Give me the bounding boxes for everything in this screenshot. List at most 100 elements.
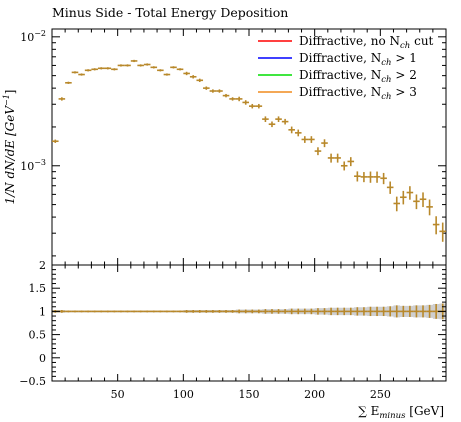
ratio-point [242, 309, 249, 314]
data-point [347, 157, 355, 167]
ratio-point [249, 309, 256, 314]
data-point [104, 67, 112, 70]
data-point [130, 59, 138, 63]
ratio-point [196, 310, 204, 313]
data-point [58, 97, 66, 101]
ratio-xtick-label: 150 [239, 388, 260, 401]
data-point [196, 78, 204, 83]
x-axis-label: ∑ Eminus [GeV] [358, 404, 444, 421]
ratio-point [130, 310, 138, 313]
legend-entry: Diffractive, Nch > 3 [258, 85, 417, 102]
data-point [373, 171, 381, 183]
data-point [327, 153, 335, 163]
ratio-point [65, 310, 72, 313]
data-point [209, 89, 217, 93]
data-point [189, 75, 197, 79]
ratio-ytick-label: 2 [39, 259, 46, 272]
ratio-point [91, 310, 98, 313]
ratio-point [216, 310, 223, 313]
ratio-point [150, 310, 158, 313]
ratio-xtick-label: 200 [304, 388, 325, 401]
ratio-point [334, 307, 341, 316]
ratio-point [393, 305, 401, 318]
ratio-ytick-label: 0 [39, 352, 46, 365]
data-point [52, 139, 59, 143]
data-point [78, 73, 85, 76]
ratio-point [314, 308, 322, 315]
ratio-point [183, 310, 190, 313]
ratio-point [97, 310, 105, 313]
ratio-point [400, 305, 407, 317]
ratio-point [281, 309, 289, 314]
data-point [183, 71, 190, 76]
ratio-point [308, 308, 315, 315]
ratio-point [143, 310, 151, 313]
ratio-point [157, 310, 164, 313]
data-point [288, 126, 295, 134]
data-point [308, 136, 315, 143]
data-point [97, 67, 105, 70]
ratio-point [386, 306, 394, 317]
ratio-point [262, 309, 269, 314]
data-point [222, 93, 230, 98]
ratio-point [71, 310, 79, 313]
data-point [255, 103, 263, 109]
ratio-point [176, 310, 184, 313]
ratio-point [413, 305, 420, 318]
data-point [249, 103, 256, 109]
data-point [117, 64, 125, 67]
ratio-point [426, 304, 433, 318]
ratio-point [340, 307, 348, 316]
ratio-point [111, 310, 118, 313]
data-point [400, 190, 407, 205]
ratio-xtick-label: 250 [370, 388, 391, 401]
data-point [268, 121, 276, 128]
data-point [229, 97, 236, 101]
ratio-point [373, 306, 381, 317]
data-point [367, 171, 374, 183]
main-ytick-label: 10−2 [20, 29, 46, 44]
data-point [301, 136, 309, 143]
ratio-point [117, 310, 125, 313]
data-point [203, 86, 210, 90]
ratio-point [301, 308, 309, 315]
data-point [432, 216, 440, 235]
legend-entry: Diffractive, no Nch cut [258, 34, 434, 51]
legend-entry: Diffractive, Nch > 1 [258, 51, 417, 68]
data-point [143, 63, 151, 66]
ratio-point [203, 310, 210, 313]
ratio-point [354, 307, 361, 316]
data-point [380, 172, 387, 185]
data-point [163, 73, 171, 76]
ratio-xtick-label: 100 [173, 388, 194, 401]
data-point [340, 161, 348, 171]
data-point [393, 196, 401, 212]
data-point [334, 153, 341, 163]
ratio-point [294, 308, 302, 315]
data-point [176, 68, 184, 71]
ratio-point [419, 305, 427, 318]
data-point [360, 172, 368, 183]
legend-label: Diffractive, Nch > 2 [299, 68, 417, 85]
legend-entry: Diffractive, Nch > 2 [258, 68, 417, 85]
data-point [111, 68, 118, 71]
data-point [91, 68, 98, 71]
data-point [314, 147, 322, 156]
data-point [354, 171, 361, 182]
ratio-ytick-label: 0.5 [29, 329, 47, 342]
data-point [294, 129, 302, 137]
data-point [124, 64, 131, 67]
data-point [419, 192, 427, 208]
ratio-point [229, 310, 236, 313]
ratio-point [360, 307, 368, 316]
data-point [170, 66, 177, 69]
data-point [426, 199, 433, 216]
data-point [242, 100, 249, 105]
ratio-point [235, 309, 243, 314]
data-point [216, 89, 223, 93]
data-point [386, 181, 394, 194]
main-y-axis-label: 1/N dN/dE [GeV−1] [2, 90, 17, 205]
ratio-point [255, 309, 263, 314]
